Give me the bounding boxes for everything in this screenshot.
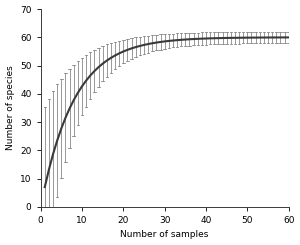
X-axis label: Number of samples: Number of samples xyxy=(121,231,209,239)
Y-axis label: Number of species: Number of species xyxy=(6,66,15,150)
